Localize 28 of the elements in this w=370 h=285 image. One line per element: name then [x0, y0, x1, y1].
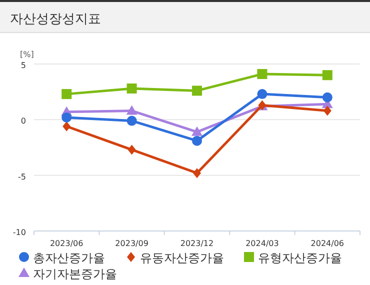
y-tick-label: 0	[20, 116, 26, 126]
point	[128, 144, 136, 155]
y-tick-label: 5	[20, 61, 26, 70]
ylabel: [%]	[20, 50, 34, 59]
point	[192, 126, 202, 136]
point	[62, 89, 72, 100]
point	[322, 70, 332, 80]
title: 자산성장성지표	[10, 12, 101, 27]
point	[257, 89, 268, 100]
point	[126, 105, 138, 115]
legend-label: 총자산증가율	[33, 251, 105, 265]
y-tick-label: -10	[12, 228, 26, 237]
x-tick-label: 2023/12	[180, 239, 214, 248]
point	[62, 121, 71, 132]
x-tick-label: 2024/03	[246, 239, 279, 248]
x-tick-label: 2023/06	[50, 239, 84, 248]
x-tick-label: 2024/06	[310, 239, 344, 248]
point	[192, 86, 202, 96]
point	[192, 136, 202, 146]
y-tick-label: -5	[18, 172, 26, 182]
point	[126, 83, 137, 94]
point	[322, 92, 332, 102]
point	[257, 69, 268, 80]
x-tick-label: 2023/09	[115, 239, 148, 248]
point	[323, 106, 332, 116]
point	[193, 168, 201, 178]
point	[126, 116, 137, 126]
point	[62, 112, 72, 122]
